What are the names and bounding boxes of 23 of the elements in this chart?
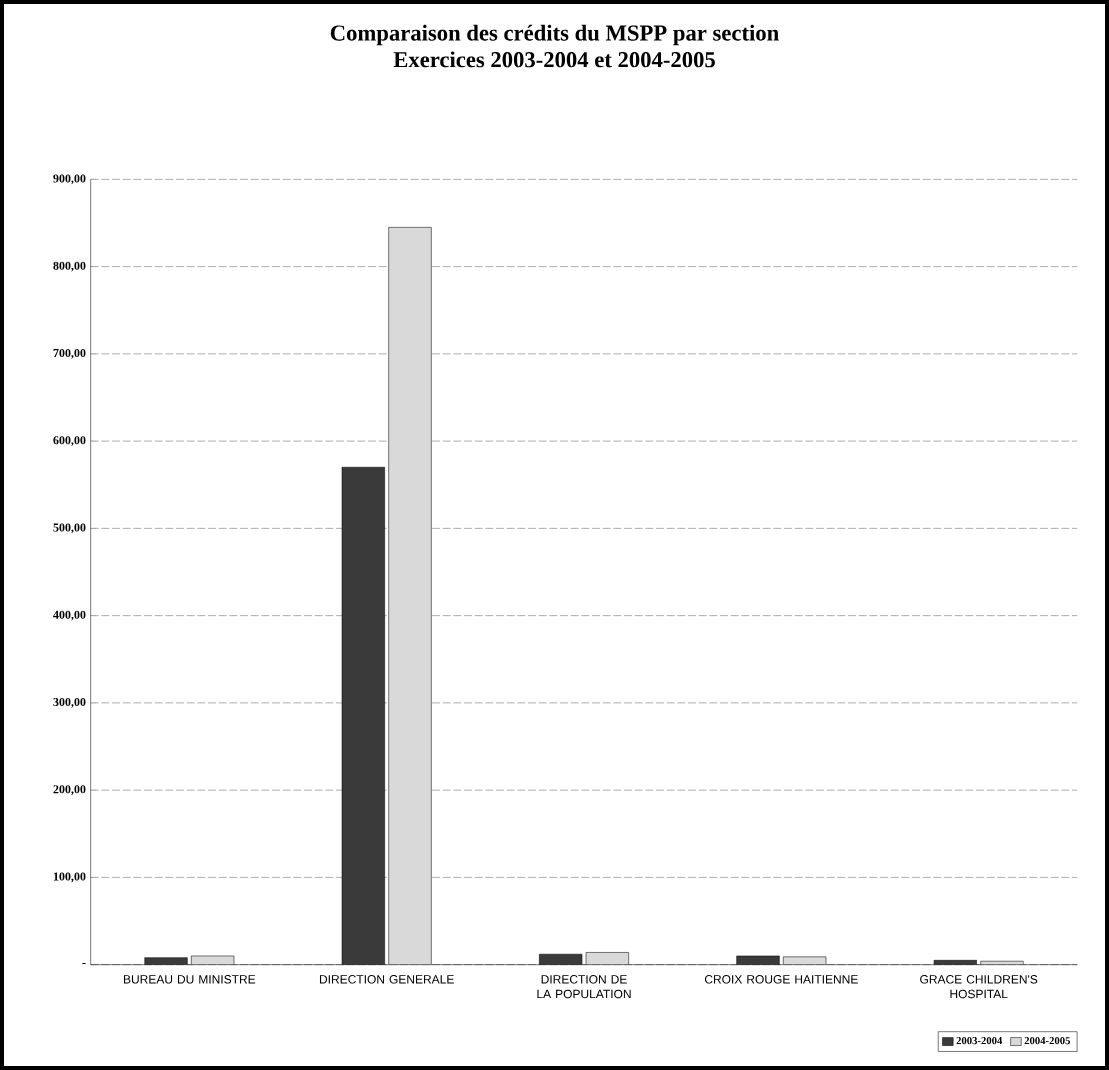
y-tick-label: 300,00 (53, 697, 86, 708)
x-tick-label: DIRECTION DE LA POPULATION (537, 975, 631, 999)
legend-label: 2003-2004 (956, 1037, 1003, 1045)
y-tick-label: - (82, 963, 86, 965)
bar (342, 467, 385, 965)
legend-label: 2004-2005 (1024, 1037, 1071, 1045)
x-tick-label: DIRECTION GENERALE (319, 975, 454, 984)
bar (783, 956, 827, 965)
bar (191, 955, 235, 965)
y-tick-label: 400,00 (53, 610, 86, 621)
x-tick-label: CROIX ROUGE HAITIENNE (704, 975, 858, 984)
chart-title: Comparaison des crédits du MSPP par section Exercices 2003-2004 et 2004-2005 (330, 24, 779, 68)
bar (388, 227, 432, 965)
y-tick-label: 200,00 (53, 785, 86, 796)
bar (585, 952, 629, 965)
x-tick-label: GRACE CHILDREN'S HOSPITAL (920, 975, 1038, 999)
x-tick-label: BUREAU DU MINISTRE (123, 975, 256, 984)
y-tick-label: 700,00 (53, 348, 86, 359)
y-tick-label: 600,00 (53, 436, 86, 447)
y-tick-label: 500,00 (53, 523, 86, 534)
y-tick-label: 800,00 (53, 261, 86, 272)
y-tick-label: 100,00 (53, 872, 86, 883)
y-tick-label: 900,00 (53, 174, 86, 185)
